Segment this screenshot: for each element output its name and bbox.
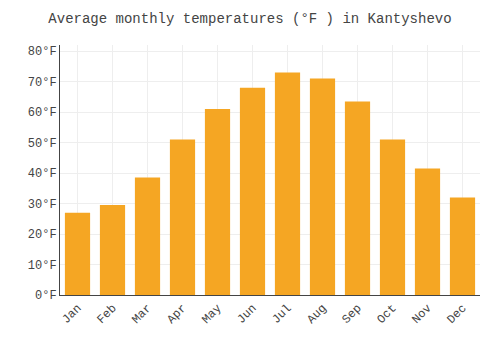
svg-text:Average monthly temperatures (: Average monthly temperatures (°F ) in Ka…	[48, 11, 451, 27]
svg-text:Apr: Apr	[164, 302, 189, 327]
svg-text:80°F: 80°F	[28, 45, 57, 59]
svg-text:Dec: Dec	[444, 302, 469, 327]
svg-text:30°F: 30°F	[28, 198, 57, 212]
svg-text:Mar: Mar	[129, 302, 154, 327]
svg-text:Jul: Jul	[269, 302, 294, 327]
svg-text:Aug: Aug	[304, 302, 329, 327]
svg-text:Nov: Nov	[409, 302, 434, 327]
svg-text:Sep: Sep	[339, 302, 364, 327]
svg-text:10°F: 10°F	[28, 259, 57, 273]
svg-text:70°F: 70°F	[28, 76, 57, 90]
svg-text:0°F: 0°F	[35, 289, 57, 303]
svg-text:Feb: Feb	[94, 302, 119, 327]
svg-text:Jun: Jun	[234, 302, 259, 327]
svg-text:Oct: Oct	[374, 302, 399, 327]
svg-text:60°F: 60°F	[28, 106, 57, 120]
svg-text:50°F: 50°F	[28, 137, 57, 151]
svg-text:May: May	[199, 302, 224, 327]
svg-text:20°F: 20°F	[28, 228, 57, 242]
svg-text:Jan: Jan	[59, 302, 84, 327]
svg-text:40°F: 40°F	[28, 167, 57, 181]
